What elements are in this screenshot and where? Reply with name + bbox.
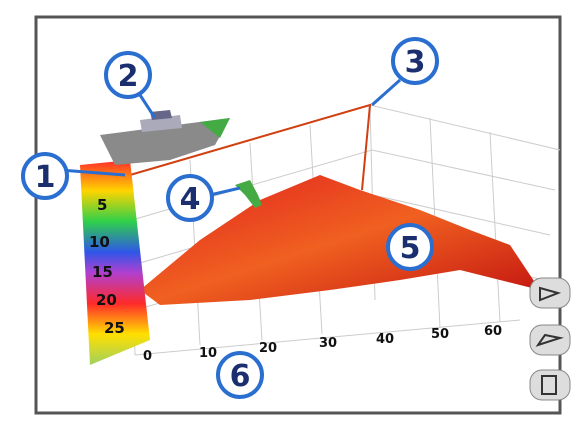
callout-circle — [104, 51, 152, 99]
callouts: 1 2 3 4 5 6 — [21, 37, 439, 399]
callout-circle — [216, 351, 264, 399]
button[interactable] — [529, 277, 571, 309]
depth-label: 20 — [96, 291, 117, 309]
callout-circle — [386, 223, 434, 271]
distance-label: 0 — [143, 349, 152, 364]
distance-labels: 0 10 20 30 40 50 60 — [143, 324, 502, 364]
depth-label: 5 — [97, 196, 107, 214]
boat — [100, 110, 230, 165]
leader — [138, 94, 157, 119]
callout-number: 3 — [405, 45, 426, 80]
distance-label: 50 — [431, 327, 449, 342]
button-icon — [535, 333, 564, 347]
button[interactable] — [529, 324, 571, 356]
depth-scale — [80, 160, 150, 365]
callout-circle — [391, 37, 439, 85]
terrain — [140, 175, 540, 305]
distance-label: 60 — [484, 324, 502, 339]
fish-target — [235, 180, 262, 208]
leader — [209, 186, 241, 197]
button-icon — [541, 375, 557, 395]
buttons — [529, 277, 571, 401]
callout-number: 5 — [400, 231, 421, 266]
button-icon — [539, 286, 562, 302]
leader — [371, 78, 401, 107]
callout-number: 4 — [180, 182, 201, 217]
depth-labels: 5 10 15 20 25 — [89, 196, 125, 337]
depth-label: 15 — [92, 263, 113, 281]
callout-circle — [166, 174, 214, 222]
callout-number: 1 — [35, 160, 56, 195]
depth-label: 10 — [89, 233, 110, 251]
leader — [59, 168, 126, 177]
callout-circle — [21, 152, 69, 200]
distance-label: 10 — [199, 346, 217, 361]
callout-number: 6 — [230, 359, 251, 394]
distance-label: 30 — [319, 336, 337, 351]
button[interactable] — [529, 369, 571, 401]
distance-label: 20 — [259, 341, 277, 356]
depth-label: 25 — [104, 319, 125, 337]
callout-number: 2 — [118, 59, 139, 94]
distance-label: 40 — [376, 332, 394, 347]
